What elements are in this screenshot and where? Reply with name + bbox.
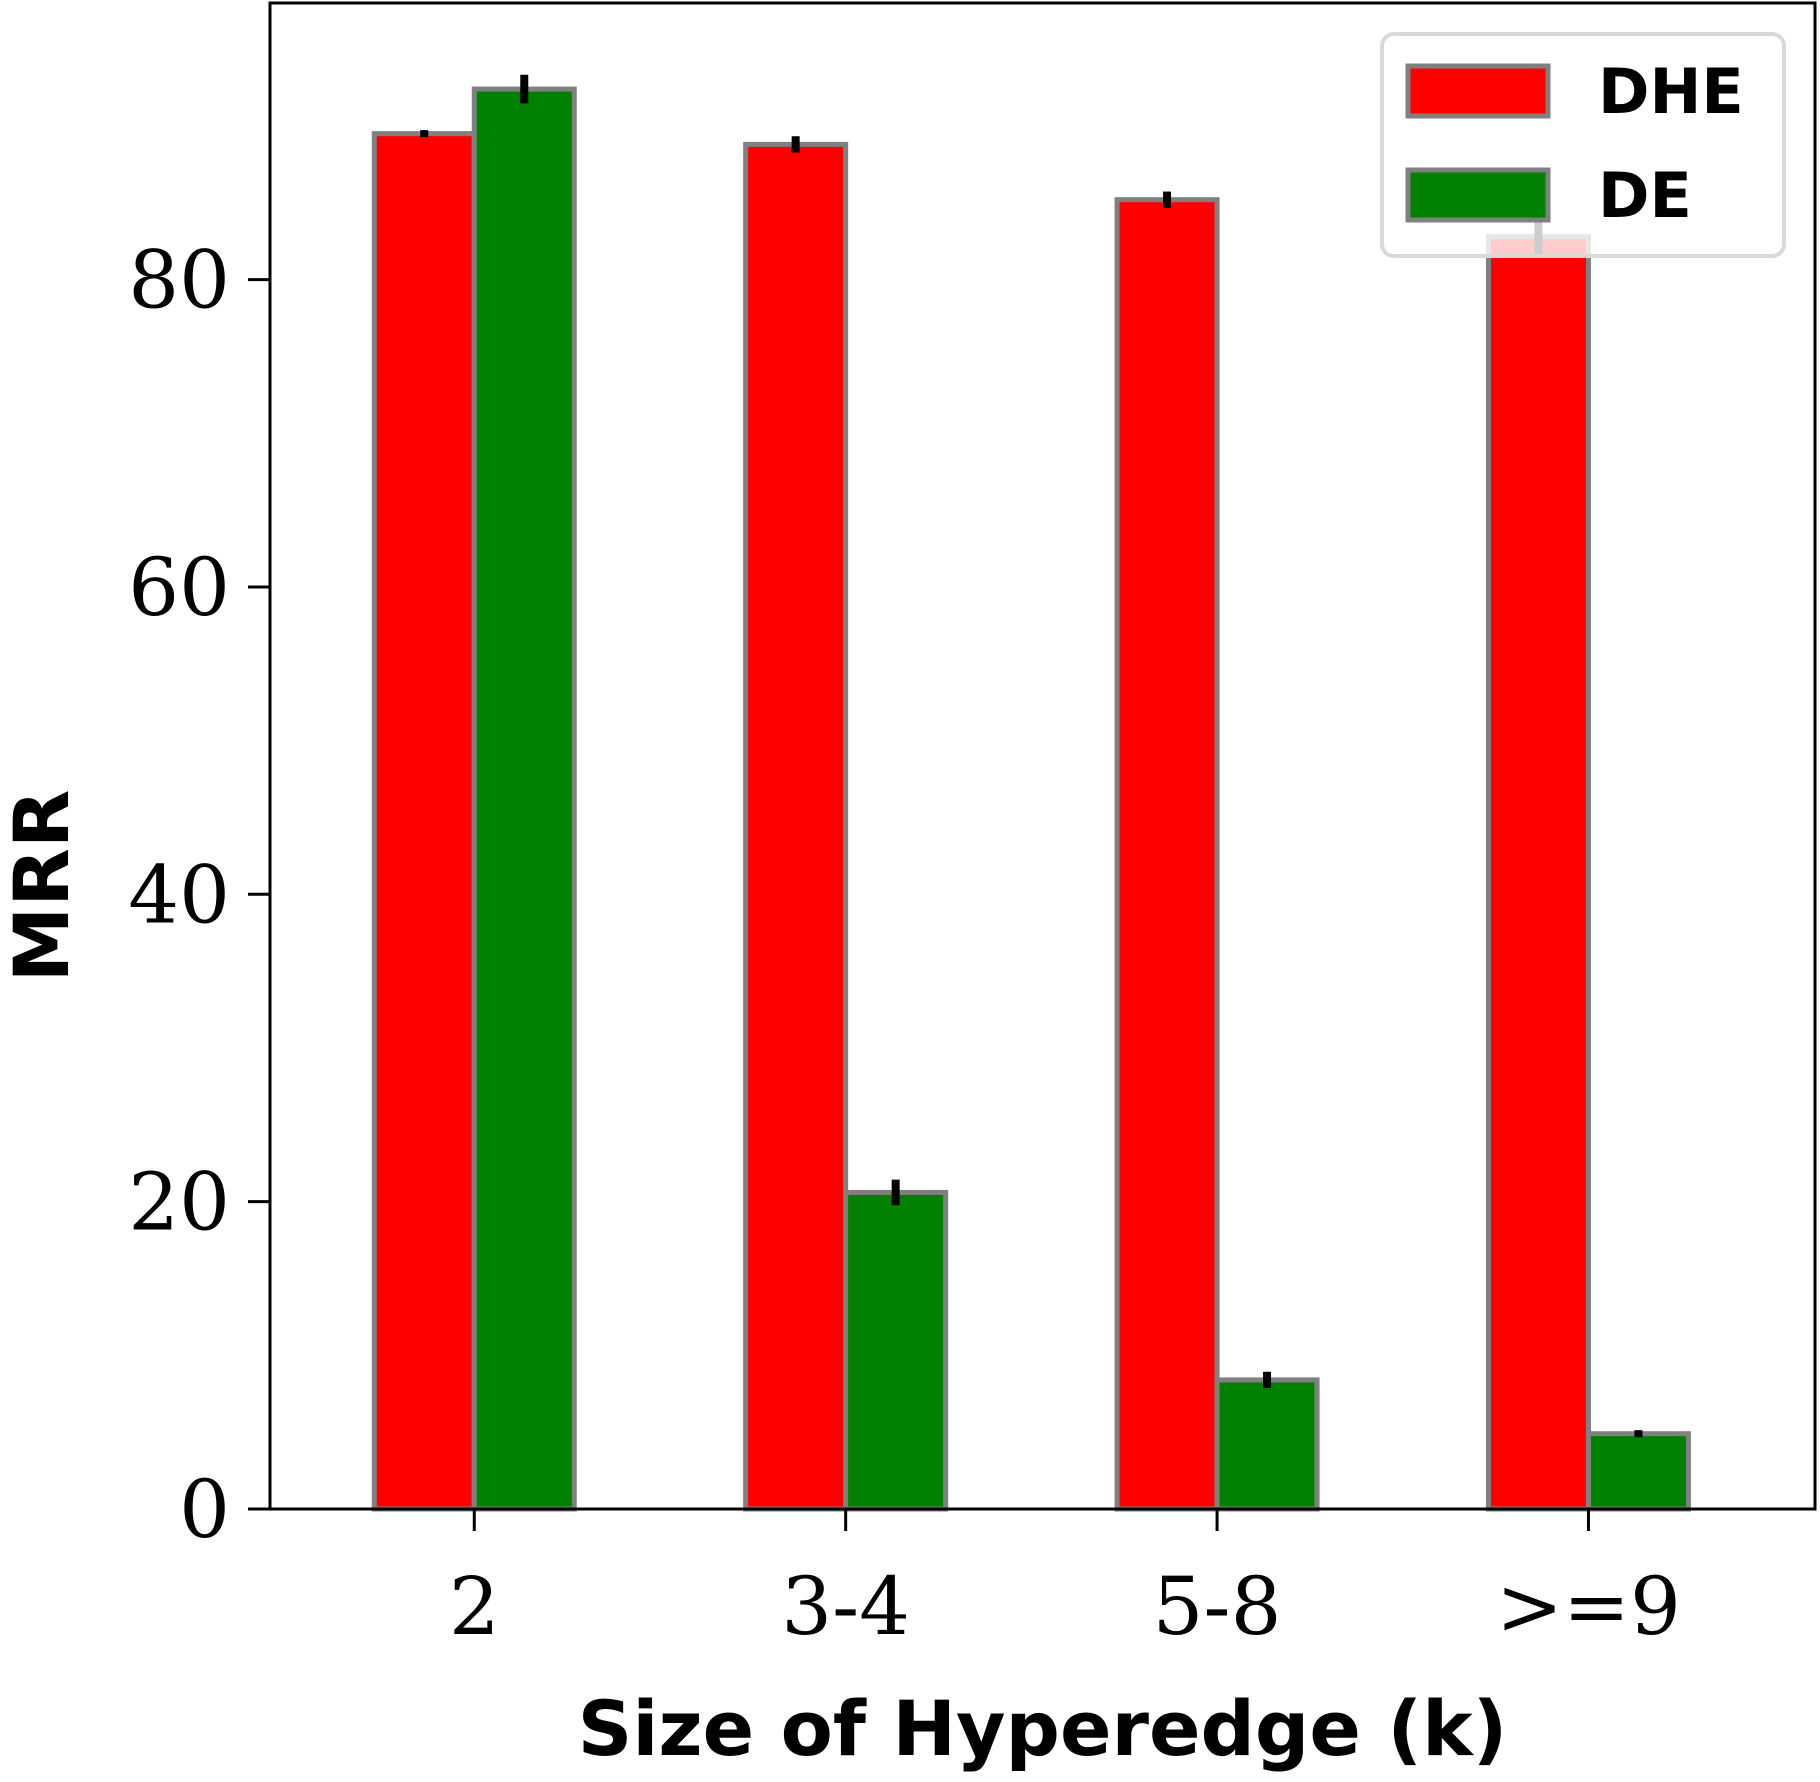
legend-label-de: DE (1598, 159, 1692, 232)
x-tick-label: 5-8 (1153, 1560, 1282, 1653)
x-tick-label: 2 (449, 1560, 500, 1653)
bars-layer (371, 86, 1691, 1512)
bar-de-3 (1585, 1431, 1691, 1512)
bar-dhe-1 (743, 141, 849, 1512)
x-tick-label: >=9 (1496, 1560, 1681, 1653)
legend-swatch-dhe (1405, 63, 1551, 119)
error-bars-layer (420, 74, 1643, 1438)
y-axis: 0 20 40 60 80 (128, 234, 270, 1556)
y-tick-label: 20 (128, 1156, 230, 1249)
bar-de-2 (1214, 1377, 1320, 1512)
y-tick-label: 40 (128, 848, 230, 941)
x-axis: 2 3-4 5-8 >=9 (449, 1509, 1681, 1653)
bar-dhe-0 (371, 131, 477, 1512)
plot-frame (268, 1, 1817, 1511)
bar-de-0 (471, 86, 577, 1512)
y-tick-label: 0 (179, 1463, 230, 1556)
bar-dhe-2 (1114, 197, 1220, 1512)
bar-dhe-3 (1485, 234, 1591, 1512)
y-axis-label: MRR (0, 790, 86, 983)
legend-swatch-de (1405, 167, 1551, 223)
x-axis-label: Size of Hyperedge (k) (578, 1684, 1508, 1773)
x-tick-label: 3-4 (781, 1560, 910, 1653)
legend: DHE DE (1380, 32, 1786, 258)
y-tick-label: 80 (128, 234, 230, 327)
legend-label-dhe: DHE (1598, 55, 1744, 128)
y-tick-label: 60 (128, 541, 230, 634)
bar-de-1 (843, 1189, 949, 1512)
